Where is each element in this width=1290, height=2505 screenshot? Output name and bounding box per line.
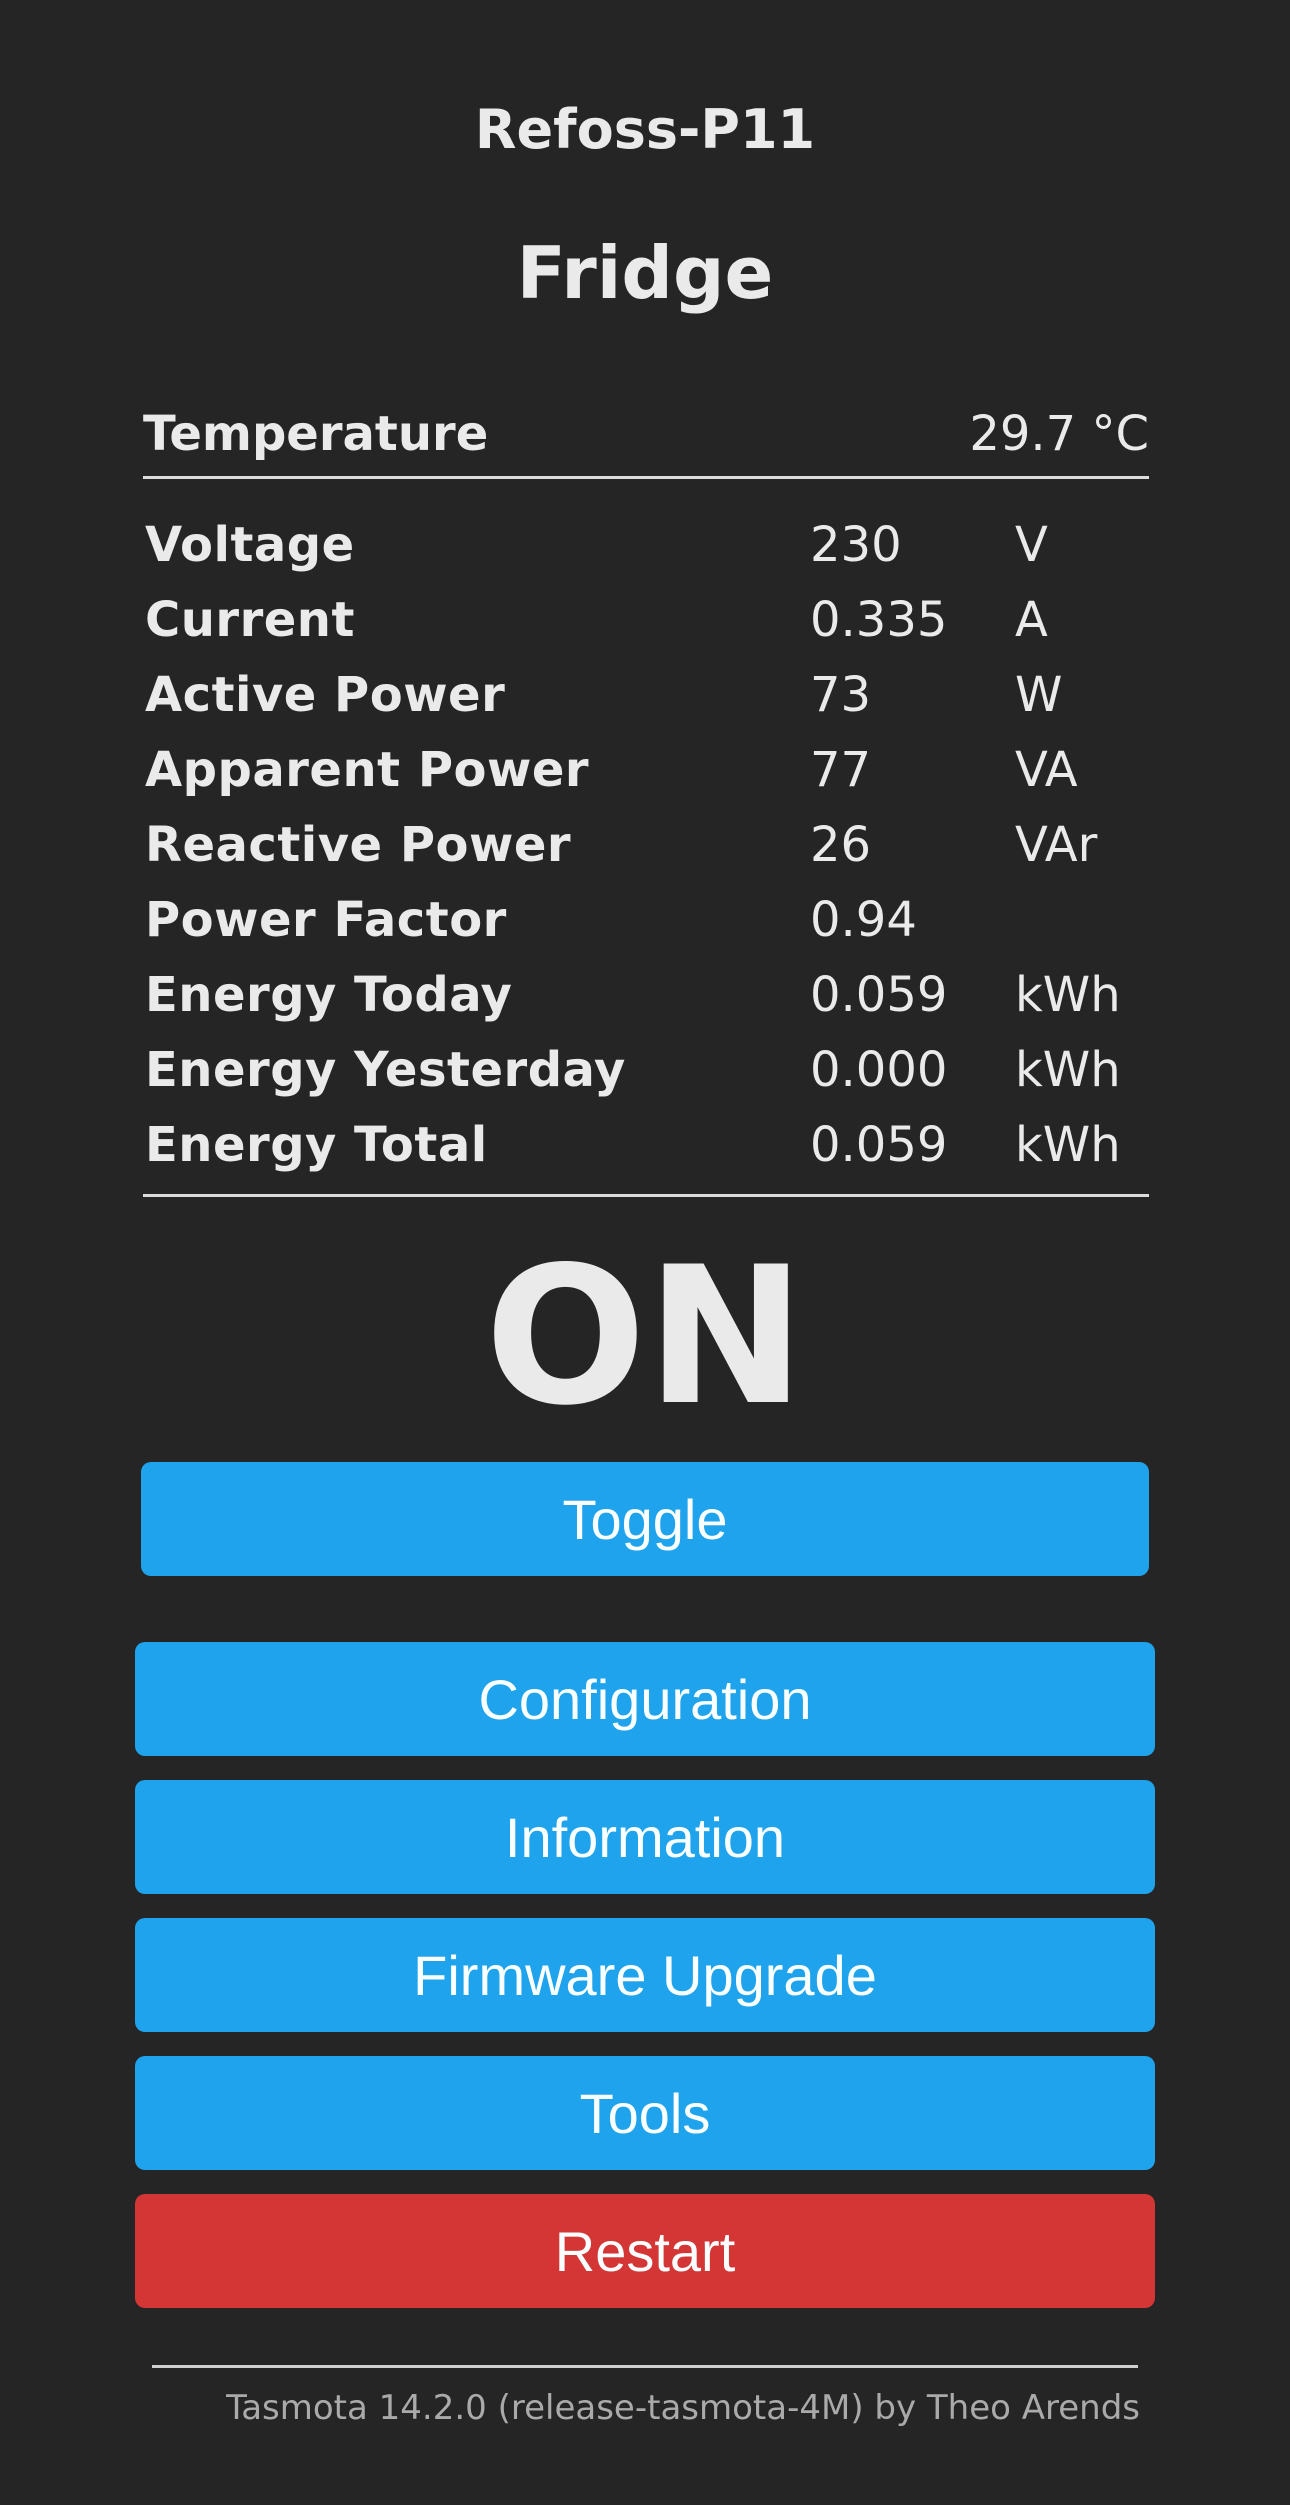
configuration-button[interactable]: Configuration	[135, 1642, 1155, 1756]
tools-button[interactable]: Tools	[135, 2056, 1155, 2170]
row-label: Energy Today	[145, 967, 513, 1023]
energy-table: Voltage 230 V Current 0.335 A Active Pow…	[143, 508, 1149, 1183]
row-value: 0.335	[810, 592, 948, 648]
table-row: Power Factor 0.94	[143, 883, 1149, 958]
footer-version-text: Tasmota 14.2.0 (release-tasmota-4M) by T…	[226, 2388, 1140, 2428]
row-unit: kWh	[1015, 1117, 1121, 1173]
row-label: Active Power	[145, 667, 506, 723]
table-row: Active Power 73 W	[143, 658, 1149, 733]
temperature-value: 29.7 °C	[969, 406, 1149, 462]
row-unit: V	[1015, 517, 1048, 573]
temperature-label: Temperature	[143, 406, 489, 462]
divider	[143, 476, 1149, 479]
firmware-upgrade-button[interactable]: Firmware Upgrade	[135, 1918, 1155, 2032]
row-unit: W	[1015, 667, 1063, 723]
footer-divider	[152, 2365, 1138, 2368]
row-value: 73	[810, 667, 872, 723]
row-unit: kWh	[1015, 1042, 1121, 1098]
row-label: Energy Yesterday	[145, 1042, 626, 1098]
divider	[143, 1194, 1149, 1197]
temperature-row: Temperature 29.7 °C	[143, 404, 1149, 464]
row-unit: A	[1015, 592, 1048, 648]
table-row: Energy Total 0.059 kWh	[143, 1108, 1149, 1183]
row-unit: VAr	[1015, 817, 1098, 873]
row-label: Reactive Power	[145, 817, 572, 873]
table-row: Energy Today 0.059 kWh	[143, 958, 1149, 1033]
table-row: Voltage 230 V	[143, 508, 1149, 583]
row-value: 77	[810, 742, 872, 798]
row-value: 0.059	[810, 967, 948, 1023]
row-unit: VA	[1015, 742, 1078, 798]
row-value: 0.059	[810, 1117, 948, 1173]
power-state-indicator: ON	[484, 1226, 806, 1447]
toggle-button[interactable]: Toggle	[141, 1462, 1149, 1576]
row-value: 26	[810, 817, 872, 873]
row-label: Energy Total	[145, 1117, 488, 1173]
table-row: Energy Yesterday 0.000 kWh	[143, 1033, 1149, 1108]
table-row: Apparent Power 77 VA	[143, 733, 1149, 808]
device-name: Refoss-P11	[474, 98, 816, 161]
information-button[interactable]: Information	[135, 1780, 1155, 1894]
table-row: Reactive Power 26 VAr	[143, 808, 1149, 883]
row-label: Power Factor	[145, 892, 507, 948]
row-label: Current	[145, 592, 355, 648]
row-value: 230	[810, 517, 902, 573]
table-row: Current 0.335 A	[143, 583, 1149, 658]
row-unit: kWh	[1015, 967, 1121, 1023]
restart-button[interactable]: Restart	[135, 2194, 1155, 2308]
page-title: Fridge	[516, 231, 774, 315]
row-value: 0.000	[810, 1042, 948, 1098]
row-value: 0.94	[810, 892, 917, 948]
row-label: Apparent Power	[145, 742, 590, 798]
row-label: Voltage	[145, 517, 355, 573]
